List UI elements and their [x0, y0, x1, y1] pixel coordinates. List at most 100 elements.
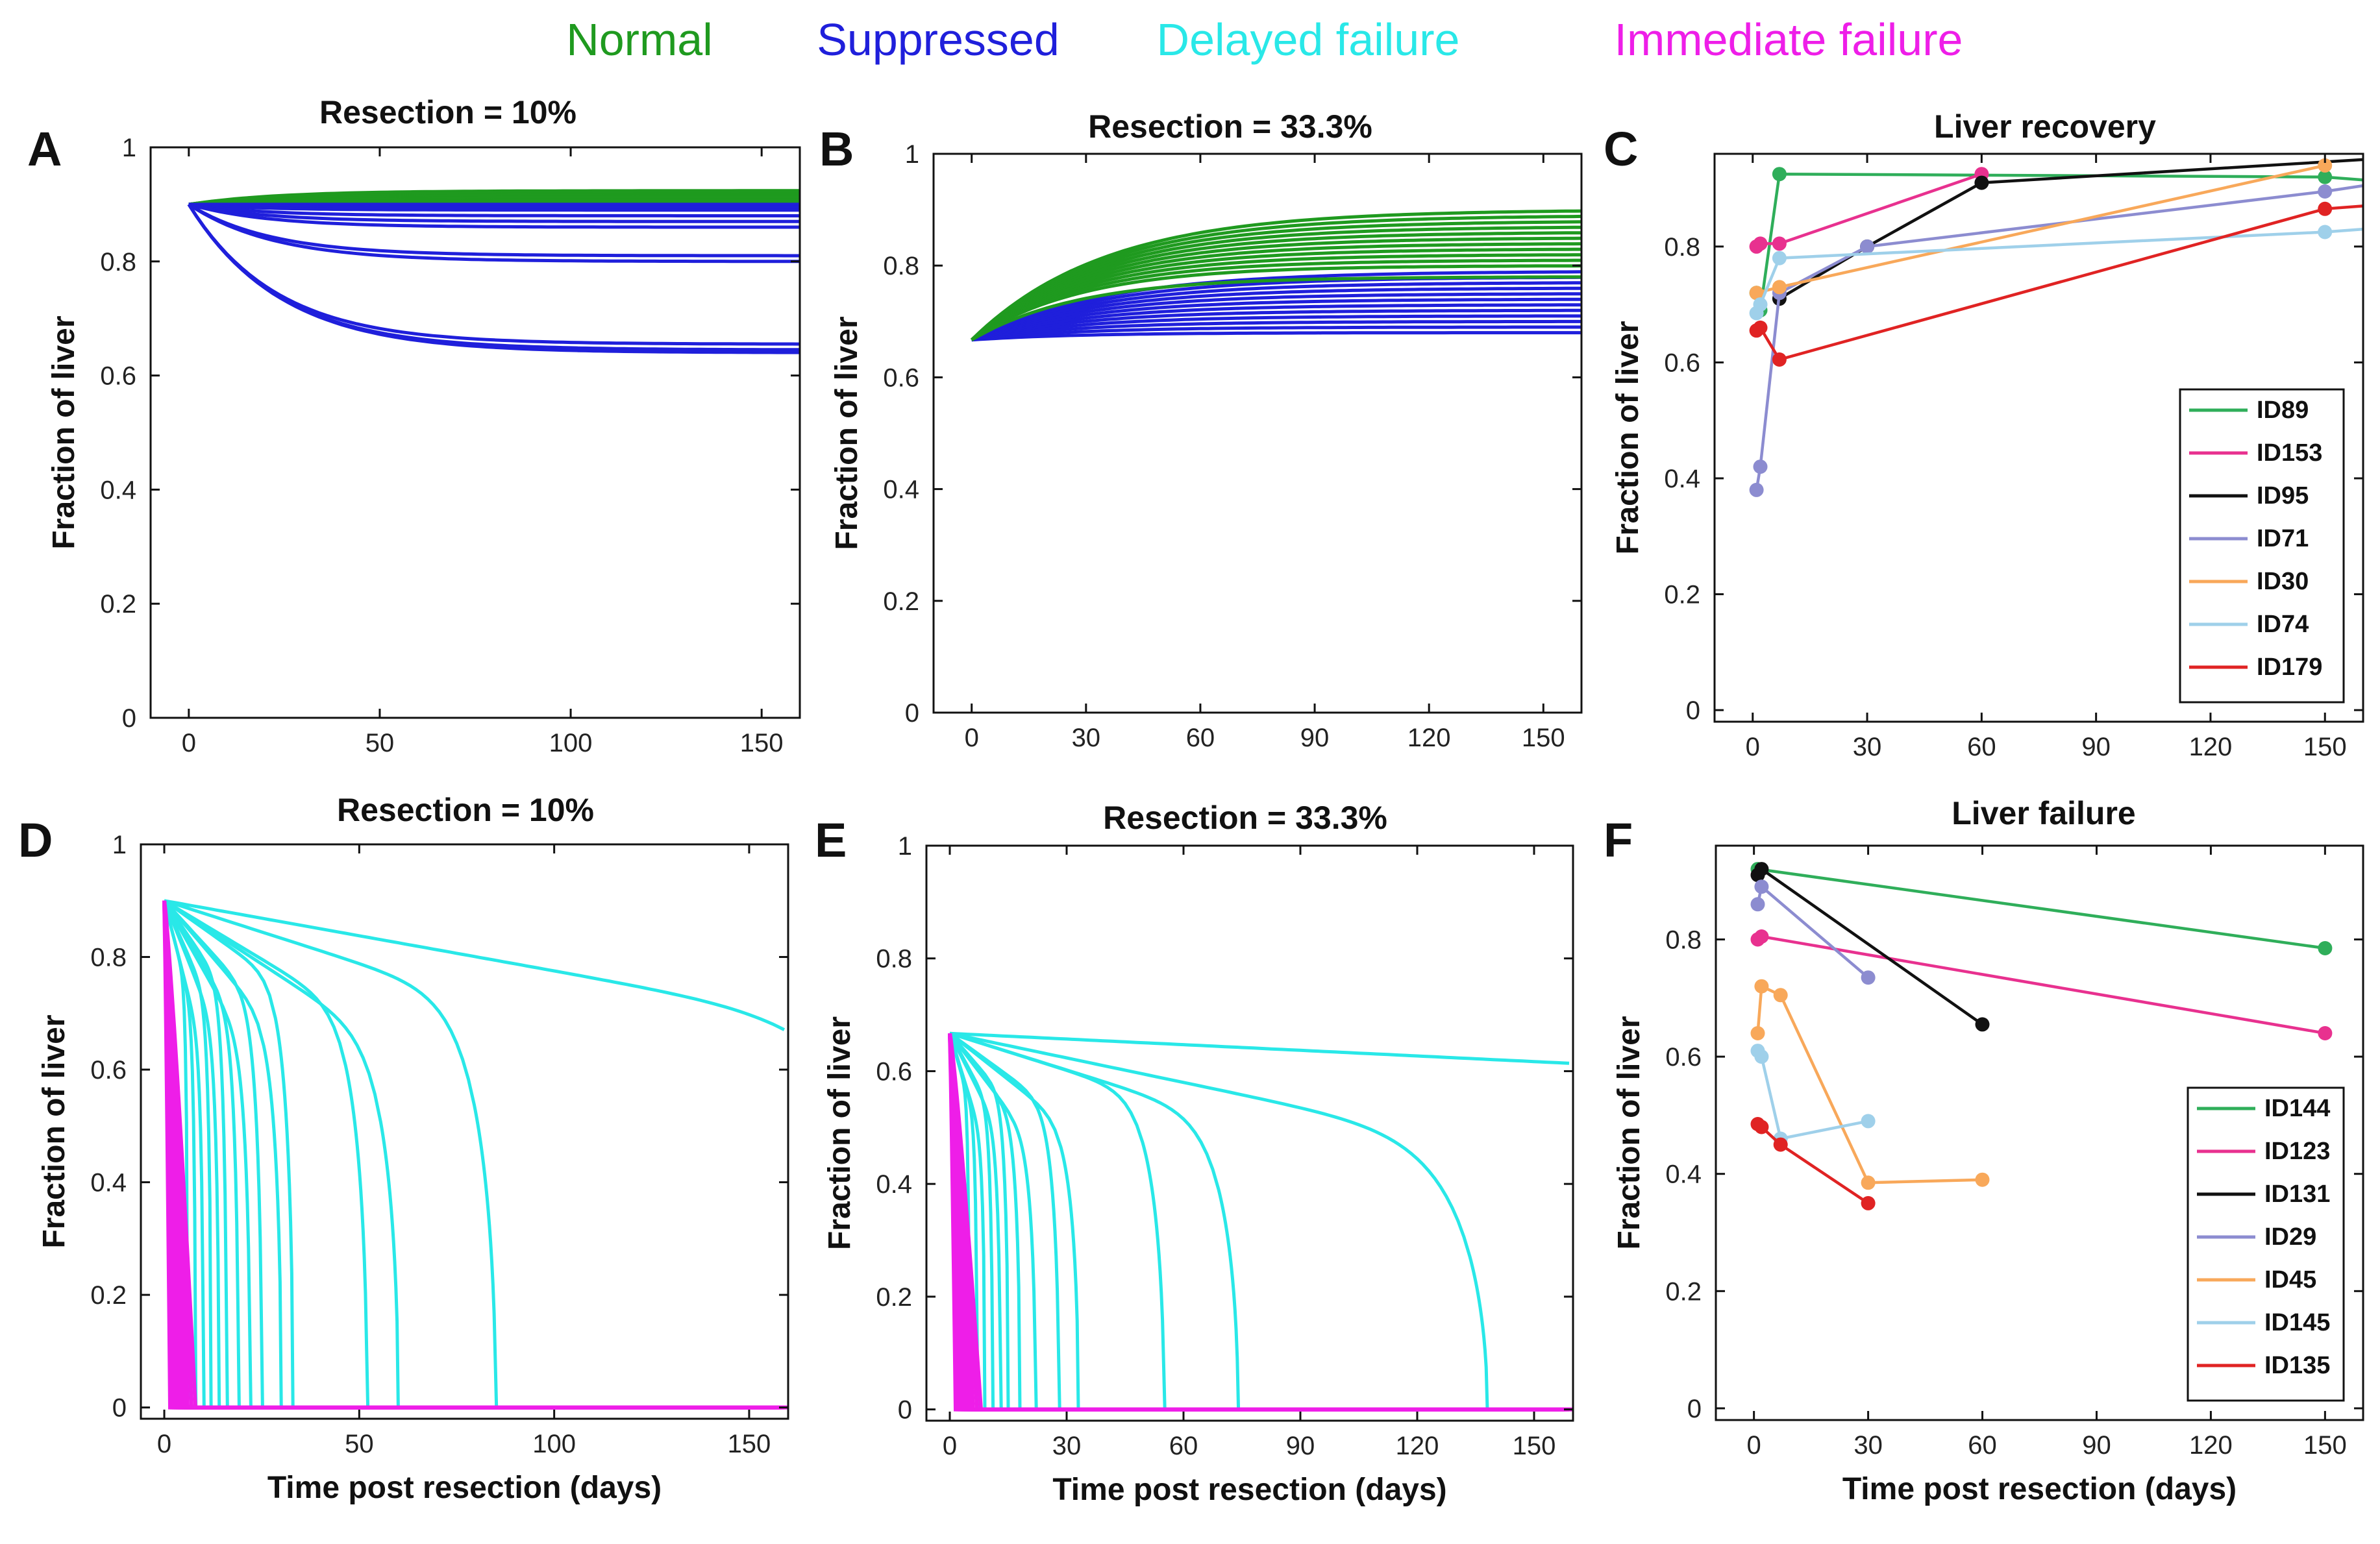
- curve-normal: [971, 242, 1581, 341]
- legend-entry-id153: ID153: [2257, 439, 2322, 467]
- data-point: [1861, 1175, 1876, 1190]
- curve-immediate-failure: [948, 1033, 1571, 1412]
- legend-label-suppressed: Suppressed: [817, 14, 1060, 65]
- curve-delayed-failure: [164, 899, 786, 1031]
- curve-immediate-failure: [948, 1033, 1561, 1412]
- y-tick-label: 0.8: [1664, 233, 1700, 262]
- curve-delayed-failure: [948, 1032, 1570, 1412]
- curve-normal: [971, 264, 1581, 341]
- x-tick-label: 150: [728, 1430, 771, 1458]
- x-tick-label: 0: [1747, 1431, 1761, 1460]
- x-tick-label: 120: [1396, 1432, 1439, 1460]
- x-tick-label: 0: [182, 729, 196, 757]
- curve-delayed-failure: [948, 1032, 1568, 1412]
- data-point: [2318, 201, 2333, 216]
- plot-area: [162, 899, 788, 1410]
- legend-box: [2187, 1086, 2345, 1402]
- plot-area: [1750, 862, 2333, 1210]
- curve-delayed-failure: [948, 1032, 1568, 1412]
- data-point: [1860, 239, 1875, 254]
- legend-entry-id123: ID123: [2264, 1138, 2330, 1165]
- legend-entry-id179: ID179: [2257, 654, 2322, 681]
- legend-entry-id71: ID71: [2257, 525, 2309, 552]
- data-point: [1772, 236, 1787, 251]
- x-axis-label: Time post resection (days): [267, 1471, 662, 1505]
- panel-b: B Resection = 33.3% 0 30 60 90 120 150 0 0.2 0.4 0.…: [819, 108, 1583, 752]
- curve-delayed-failure: [948, 1033, 1572, 1412]
- panel-title: Resection = 33.3%: [1088, 108, 1372, 145]
- plot-area: [1749, 158, 2363, 497]
- curve-normal: [971, 236, 1581, 341]
- y-tick-label: 0.6: [100, 362, 136, 391]
- x-tick-label: 90: [2082, 1431, 2111, 1460]
- curve-delayed-failure: [949, 1031, 1568, 1412]
- legend-entry-id74: ID74: [2257, 611, 2309, 638]
- x-tick-label: 90: [1286, 1432, 1315, 1460]
- curve-suppressed: [971, 286, 1581, 342]
- legend-entry-id135: ID135: [2264, 1352, 2330, 1379]
- series-line-id123: [1757, 935, 2325, 1035]
- series-line-id179: [1755, 204, 2363, 361]
- panel-e: E Resection = 33.3% 0 30 60 90 120 150 0 0.2 0.4 0.…: [815, 800, 1574, 1507]
- curve-suppressed: [187, 203, 800, 354]
- x-tick-label: 90: [2081, 733, 2111, 761]
- legend-label-immediate-failure: Immediate failure: [1615, 14, 1963, 65]
- panel-letter-d: D: [18, 813, 53, 867]
- panel-title: Resection = 10%: [337, 792, 594, 828]
- x-tick-label: 150: [1513, 1432, 1556, 1460]
- data-point: [1772, 251, 1787, 265]
- data-point: [1750, 897, 1765, 912]
- curve-suppressed: [188, 202, 800, 212]
- x-tick-label: 60: [1186, 724, 1215, 752]
- curve-normal: [971, 247, 1581, 341]
- curve-delayed-failure: [948, 1032, 1569, 1412]
- data-point: [1975, 1172, 1990, 1187]
- x-tick-label: 30: [1853, 733, 1882, 761]
- plot-area: [948, 1031, 1573, 1412]
- y-axis-label: Fraction of liver: [47, 315, 81, 549]
- y-tick-label: 0.8: [90, 944, 127, 972]
- y-tick-label: 0: [122, 704, 136, 733]
- y-tick-label: 0.2: [1665, 1277, 1702, 1306]
- y-tick-label: 0.2: [1664, 581, 1700, 609]
- curve-delayed-failure: [949, 1031, 1572, 1412]
- panel-title: Liver failure: [1952, 795, 2135, 831]
- y-axis-label: Fraction of liver: [37, 1014, 71, 1248]
- x-tick-label: 120: [1407, 724, 1451, 752]
- axes-frame: [140, 843, 789, 1420]
- y-tick-label: 0.6: [1664, 349, 1700, 377]
- y-tick-label: 0.6: [883, 363, 919, 392]
- curve-normal: [971, 253, 1581, 341]
- data-point: [1754, 862, 1769, 877]
- curve-normal: [971, 275, 1581, 341]
- x-tick-label: 0: [943, 1432, 957, 1460]
- curve-immediate-failure: [948, 1033, 1565, 1412]
- y-tick-label: 0: [112, 1394, 127, 1423]
- curve-delayed-failure: [948, 1033, 1568, 1412]
- series-line-id131: [1756, 866, 1983, 1026]
- curve-suppressed: [971, 314, 1581, 342]
- y-tick-label: 0.6: [876, 1057, 912, 1086]
- y-tick-label: 0.6: [1665, 1043, 1702, 1072]
- panel-f: F Liver failure 0 30 60 90 120 150 0 0.2 0.4 0.6 0.8…: [1604, 795, 2364, 1506]
- curve-suppressed: [188, 202, 800, 209]
- curve-suppressed: [971, 292, 1581, 342]
- data-point: [1861, 1195, 1876, 1210]
- x-tick-label: 150: [1522, 724, 1565, 752]
- curve-suppressed: [971, 270, 1581, 341]
- data-point: [1753, 297, 1768, 312]
- curve-delayed-failure: [948, 1033, 1572, 1412]
- y-axis-label: Fraction of liver: [1612, 1016, 1646, 1249]
- legend-entry-id95: ID95: [2257, 482, 2309, 509]
- x-axis-label: Time post resection (days): [1052, 1473, 1446, 1507]
- y-tick-label: 0.2: [876, 1283, 912, 1312]
- x-tick-label: 0: [965, 724, 979, 752]
- data-point: [1772, 352, 1787, 367]
- legend-entry-id29: ID29: [2264, 1223, 2316, 1251]
- y-tick-label: 0.4: [883, 476, 919, 504]
- legend-entry-id45: ID45: [2264, 1266, 2316, 1293]
- series-line-id30: [1756, 164, 2325, 295]
- curve-immediate-failure: [948, 1033, 1559, 1412]
- series-line-id95: [1778, 158, 2363, 300]
- y-tick-label: 0.2: [100, 590, 136, 619]
